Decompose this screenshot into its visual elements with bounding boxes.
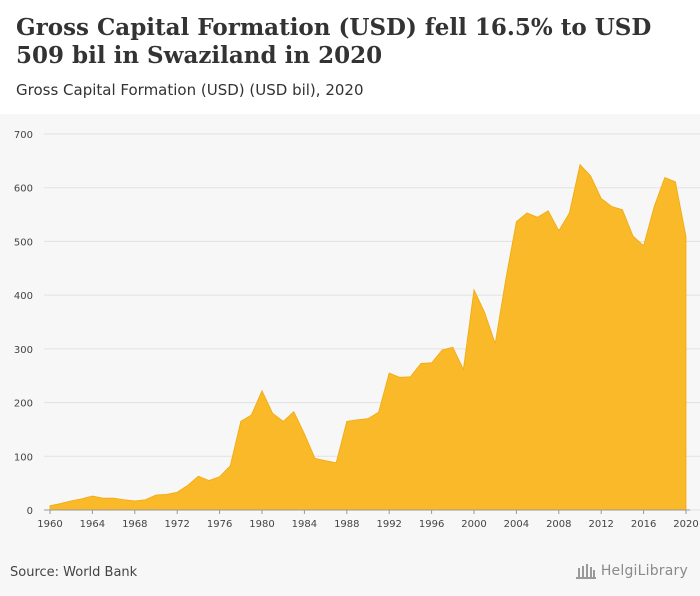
x-tick-label: 1984 (292, 519, 317, 530)
y-tick-label: 400 (14, 291, 33, 302)
x-tick-label: 1960 (37, 519, 62, 530)
series-area-group (49, 163, 687, 511)
x-tick-label: 2016 (631, 519, 656, 530)
x-tick-label: 1972 (164, 519, 189, 530)
y-tick-label: 700 (14, 130, 33, 141)
y-tick-label: 100 (14, 452, 33, 463)
y-tick-label: 0 (27, 506, 33, 517)
library-building-icon (575, 564, 596, 579)
y-tick-label: 600 (14, 184, 33, 195)
y-axis: 0 100 200 300 400 500 600 700 (14, 130, 33, 517)
brand-name: HelgiLibrary (600, 563, 688, 579)
x-tick-label: 1964 (80, 519, 105, 530)
x-tick-label: 1996 (419, 519, 444, 530)
x-tick-label: 2012 (588, 519, 613, 530)
series-area (49, 163, 687, 511)
x-tick-label: 2000 (461, 519, 486, 530)
y-tick-label: 500 (14, 237, 33, 248)
y-tick-label: 300 (14, 345, 33, 356)
chart-title: Gross Capital Formation (USD) fell 16.5%… (16, 14, 652, 69)
x-tick-label: 1988 (334, 519, 359, 530)
y-tick-label: 200 (14, 399, 33, 410)
source-label: Source: World Bank (10, 565, 138, 580)
brand-logo[interactable]: HelgiLibrary (575, 562, 688, 580)
x-axis: 1960 1964 1968 1972 1976 1980 1984 1988 1992 1996… (37, 509, 699, 530)
x-tick-label: 1992 (376, 519, 401, 530)
x-tick-label: 1968 (122, 519, 147, 530)
chart-header: Gross Capital Formation (USD) fell 16.5%… (0, 0, 700, 114)
x-tick-label: 1976 (207, 519, 232, 530)
x-tick-label: 2004 (504, 519, 529, 530)
x-tick-label: 2020 (673, 519, 698, 530)
x-tick-label: 1980 (249, 519, 274, 530)
chart-subtitle: Gross Capital Formation (USD) (USD bil),… (16, 81, 364, 99)
x-tick-label: 2008 (546, 519, 571, 530)
